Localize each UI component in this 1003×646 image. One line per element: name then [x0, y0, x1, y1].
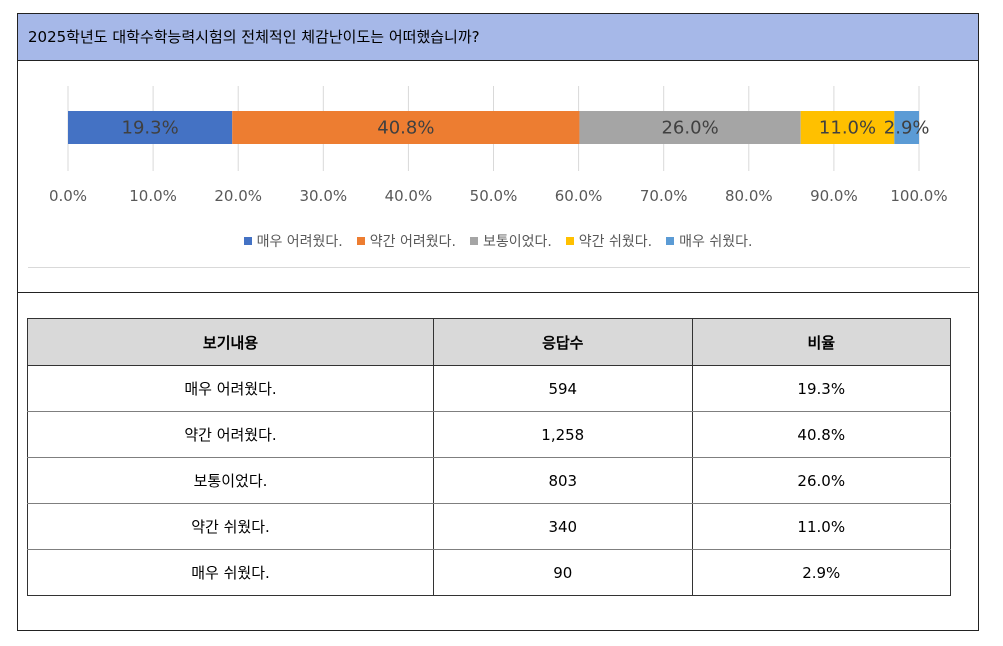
- cell-option: 약간 어려웠다.: [26, 411, 435, 458]
- bar-segment: [800, 111, 895, 144]
- table-row: 약간 어려웠다. 1,258 40.8%: [26, 411, 951, 458]
- x-tick-label: 80.0%: [725, 187, 773, 205]
- bar-segment: [68, 111, 233, 144]
- cell-option: 매우 어려웠다.: [26, 365, 435, 412]
- x-tick-label: 0.0%: [49, 187, 87, 205]
- legend-swatch: [666, 237, 675, 245]
- legend-swatch: [565, 237, 574, 245]
- legend-item: 약간 쉬웠다.: [565, 231, 653, 251]
- cell-count: 1,258: [433, 411, 693, 458]
- survey-frame: 2025학년도 대학수학능력시험의 전체적인 체감난이도는 어떠했습니까? 0.…: [17, 13, 979, 631]
- legend-label: 보통이었다.: [482, 234, 552, 250]
- x-tick-label: 10.0%: [129, 187, 177, 205]
- cell-ratio: 26.0%: [691, 457, 951, 504]
- chart-divider: [28, 267, 970, 268]
- legend-item: 보통이었다.: [469, 231, 552, 251]
- x-tick-label: 30.0%: [299, 187, 347, 205]
- table-row: 약간 쉬웠다. 340 11.0%: [26, 503, 951, 550]
- bar-segment: [894, 111, 919, 144]
- cell-count: 803: [433, 457, 693, 504]
- cell-ratio: 2.9%: [691, 549, 951, 596]
- table-row: 매우 어려웠다. 594 19.3%: [26, 365, 951, 412]
- x-tick-label: 70.0%: [640, 187, 688, 205]
- table-row: 보통이었다. 803 26.0%: [26, 457, 951, 504]
- x-tick-label: 90.0%: [810, 187, 858, 205]
- chart-svg: 0.0% 10.0% 20.0% 30.0% 40.0% 50.0% 60.0% 70.0% 8…: [49, 86, 948, 205]
- cell-option: 약간 쉬웠다.: [26, 503, 435, 550]
- header-option: 보기내용: [26, 318, 435, 366]
- legend-swatch: [469, 237, 478, 245]
- cell-ratio: 11.0%: [691, 503, 951, 550]
- legend-item: 매우 쉬웠다.: [666, 231, 752, 251]
- cell-option: 매우 쉬웠다.: [26, 549, 435, 596]
- legend-label: 약간 쉬웠다.: [578, 234, 653, 250]
- legend-label: 매우 쉬웠다.: [679, 234, 753, 250]
- table-header-row: 보기내용 응답수 비율: [26, 318, 951, 366]
- x-tick-label: 40.0%: [385, 187, 433, 205]
- data-label: 11.0%: [819, 118, 876, 139]
- legend-label: 약간 어려웠다.: [369, 234, 456, 250]
- header-ratio: 비율: [691, 318, 951, 366]
- x-tick-label: 100.0%: [890, 187, 947, 205]
- bar-segment: [232, 111, 580, 144]
- data-label: 2.9%: [884, 118, 930, 139]
- data-label: 26.0%: [661, 118, 718, 139]
- question-title: 2025학년도 대학수학능력시험의 전체적인 체감난이도는 어떠했습니까?: [18, 14, 978, 61]
- data-label: 40.8%: [377, 118, 434, 139]
- x-tick-label: 50.0%: [470, 187, 518, 205]
- legend-item: 약간 어려웠다.: [356, 231, 456, 251]
- x-tick-label: 20.0%: [214, 187, 262, 205]
- cell-ratio: 40.8%: [691, 411, 951, 458]
- bar-segment: [579, 111, 801, 144]
- cell-option: 보통이었다.: [26, 457, 435, 504]
- response-table: 보기내용 응답수 비율 매우 어려웠다. 594 19.3% 약간 어려웠다. …: [26, 318, 951, 596]
- stacked-bar-chart: 0.0% 10.0% 20.0% 30.0% 40.0% 50.0% 60.0% 70.0% 8…: [18, 61, 978, 293]
- legend-swatch: [243, 237, 252, 245]
- cell-ratio: 19.3%: [691, 365, 951, 412]
- cell-count: 340: [433, 503, 693, 550]
- header-count: 응답수: [433, 318, 693, 366]
- chart-legend: 매우 어려웠다. 약간 어려웠다. 보통이었다. 약간 쉬웠다. 매우 쉬웠다.: [18, 231, 978, 251]
- legend-label: 매우 어려웠다.: [256, 234, 343, 250]
- legend-swatch: [356, 237, 365, 245]
- table-row: 매우 쉬웠다. 90 2.9%: [26, 549, 951, 596]
- x-tick-label: 60.0%: [555, 187, 603, 205]
- cell-count: 594: [433, 365, 693, 412]
- legend-item: 매우 어려웠다.: [243, 231, 343, 251]
- data-label: 19.3%: [122, 118, 179, 139]
- cell-count: 90: [433, 549, 693, 596]
